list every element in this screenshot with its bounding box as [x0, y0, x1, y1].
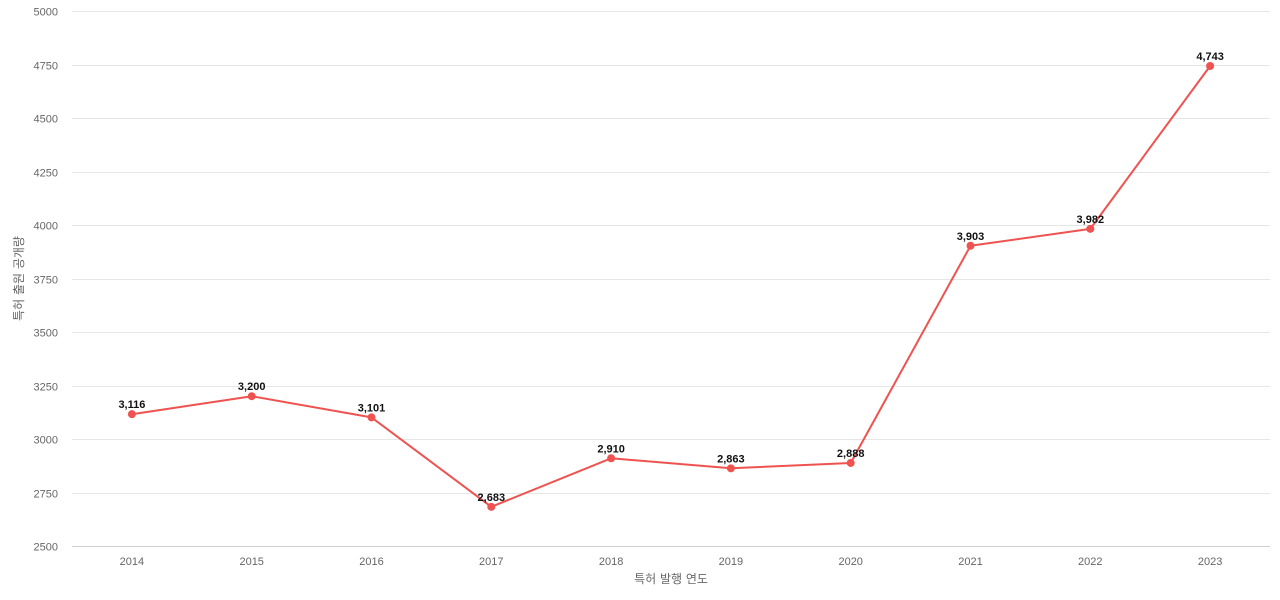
y-axis-ticks: 2500 2750 3000 3250 3500 3750 4000 4250 4500 4750…: [34, 7, 58, 554]
data-label-2023: 4,743: [1196, 51, 1224, 63]
y-tick-label: 3750: [34, 275, 58, 287]
data-point-2016[interactable]: [367, 413, 376, 422]
data-label-2014: 3,116: [118, 399, 145, 411]
series-line: [131, 65, 1211, 508]
y-axis-title: 특허 출원 공개량: [12, 236, 26, 321]
x-axis-title: 특허 발행 연도: [634, 571, 708, 586]
y-tick-label: 3500: [34, 328, 58, 340]
gridlines: [72, 11, 1270, 547]
data-point-2020[interactable]: [846, 458, 855, 467]
data-label-2015: 3,200: [238, 381, 266, 393]
data-points: [127, 61, 1215, 511]
data-point-2018[interactable]: [607, 454, 616, 463]
y-tick-label: 2500: [34, 542, 58, 554]
data-label-2016: 3,101: [358, 402, 386, 414]
x-tick-label: 2017: [479, 556, 503, 568]
x-tick-label: 2023: [1198, 556, 1222, 568]
x-tick-label: 2018: [599, 556, 623, 568]
data-label-2020: 2,888: [837, 448, 865, 460]
x-tick-label: 2015: [239, 556, 263, 568]
data-label-2019: 2,863: [717, 453, 745, 465]
data-point-2021[interactable]: [966, 241, 975, 250]
data-label-2021: 3,903: [957, 231, 985, 243]
y-tick-label: 4000: [34, 221, 58, 233]
y-tick-label: 4500: [34, 114, 58, 126]
y-tick-label: 5000: [34, 7, 58, 19]
x-tick-label: 2022: [1078, 556, 1102, 568]
x-axis-ticks: 2014 2015 2016 2017 2018 2019 2020 2021 2022 2023: [120, 556, 1223, 568]
y-tick-label: 4250: [34, 168, 58, 180]
data-label-2017: 2,683: [478, 492, 506, 504]
y-tick-label: 2750: [34, 489, 58, 501]
data-point-2019[interactable]: [726, 464, 735, 473]
data-point-2014[interactable]: [127, 410, 136, 419]
x-tick-label: 2019: [719, 556, 743, 568]
series-line-layer: [131, 65, 1211, 508]
data-label-2018: 2,910: [597, 443, 625, 455]
x-tick-label: 2021: [958, 556, 982, 568]
y-tick-label: 4750: [34, 61, 58, 73]
x-tick-label: 2020: [838, 556, 862, 568]
data-point-2022[interactable]: [1086, 224, 1095, 233]
data-point-2015[interactable]: [247, 392, 256, 401]
data-point-2017[interactable]: [487, 502, 496, 511]
x-tick-label: 2014: [120, 556, 144, 568]
data-labels: 3,116 3,200 3,101 2,683 2,910 2,863 2,888 3,903…: [118, 51, 1223, 504]
data-label-2022: 3,982: [1077, 214, 1105, 226]
y-tick-label: 3000: [34, 435, 58, 447]
data-point-2023[interactable]: [1206, 61, 1215, 70]
y-tick-label: 3250: [34, 382, 58, 394]
x-tick-label: 2016: [359, 556, 383, 568]
